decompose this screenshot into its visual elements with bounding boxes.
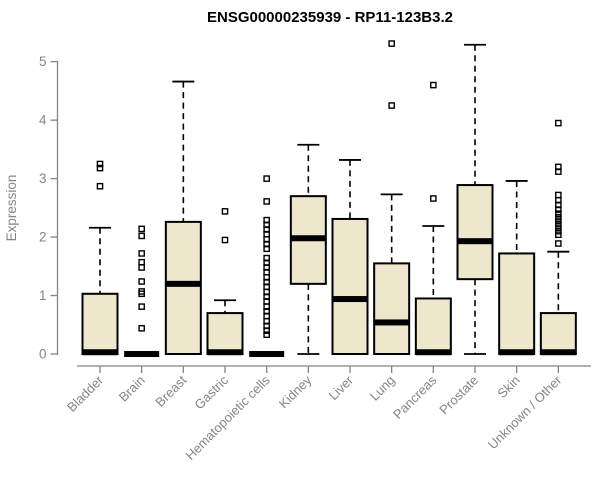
box [539, 312, 577, 356]
outlier-point [138, 324, 145, 332]
box [498, 252, 536, 356]
outlier-point [96, 182, 104, 190]
boxplot-bladder [81, 160, 119, 356]
median-line [415, 349, 451, 356]
x-tick-label: Gastric [191, 372, 231, 412]
box [164, 220, 202, 355]
outlier-point [263, 198, 270, 205]
x-tick-label: Lung [367, 373, 398, 404]
outlier-point [555, 220, 562, 228]
y-axis: 0 1 2 3 4 5 [39, 54, 59, 362]
x-tick-label: Breast [152, 372, 189, 409]
outlier-point [138, 303, 145, 310]
box [206, 312, 244, 356]
outlier-point [138, 278, 145, 285]
outlier-point [138, 290, 145, 298]
outlier-point [388, 102, 395, 109]
boxplot-prostate [456, 43, 494, 355]
boxplot-unknown-other [539, 119, 577, 356]
outlier-point [555, 224, 562, 232]
outlier-point [555, 231, 562, 239]
outlier-point [221, 208, 229, 215]
boxplot-breast [164, 80, 202, 355]
median-line [457, 238, 493, 245]
x-tick-label: Unknown / Other [485, 372, 565, 452]
outlier-point [555, 206, 562, 213]
y-tick-label: 1 [39, 288, 47, 303]
outlier-point [96, 164, 104, 172]
outlier-point [138, 258, 145, 266]
y-tick-label: 5 [39, 54, 47, 69]
median-line [499, 349, 535, 356]
box [414, 297, 452, 356]
boxplot-hematopoietic-cells [249, 175, 285, 357]
outlier-point [555, 168, 562, 175]
outlier-point [138, 264, 145, 271]
outlier-point [221, 236, 229, 244]
box [456, 184, 494, 281]
x-tick-label: Kidney [276, 372, 315, 411]
outlier-point [263, 331, 270, 339]
median-line [165, 280, 201, 287]
x-tick-label: Prostate [436, 373, 481, 418]
boxplot-brain [124, 225, 160, 357]
x-tick-label: Brain [116, 373, 148, 405]
median-line [207, 349, 243, 356]
outlier-point [430, 195, 437, 202]
median-line [124, 351, 160, 357]
outlier-point [555, 227, 562, 235]
outlier-point [263, 245, 270, 253]
y-tick-label: 3 [39, 171, 47, 186]
x-tick-label: Pancreas [390, 372, 440, 422]
boxplot-skin [498, 180, 536, 356]
outlier-point [263, 175, 270, 182]
outlier-point [555, 210, 562, 217]
outlier-point [430, 81, 437, 89]
y-tick-label: 4 [39, 113, 47, 128]
median-line [374, 319, 410, 326]
median-line [332, 296, 368, 303]
x-tick-label: Skin [494, 373, 522, 401]
outlier-point [555, 191, 562, 199]
box [81, 292, 119, 355]
chart-title: ENSG00000235939 - RP11-123B3.2 [207, 9, 453, 26]
outlier-point [96, 160, 104, 168]
outlier-point [138, 250, 145, 257]
box [373, 262, 411, 355]
outlier-point [555, 217, 562, 225]
outlier-point [388, 40, 395, 47]
outlier-point [138, 225, 145, 233]
outlier-point [555, 213, 562, 221]
boxplot-lung [373, 40, 411, 355]
boxplot-kidney [289, 143, 327, 355]
outlier-point [555, 119, 562, 127]
boxplot-gastric [206, 208, 244, 356]
median-line [249, 351, 285, 357]
outlier-point [138, 232, 145, 240]
median-line [540, 349, 576, 356]
x-tick-label: Bladder [64, 372, 107, 415]
y-tick-label: 0 [39, 347, 47, 362]
median-line [82, 349, 118, 356]
box [331, 217, 369, 355]
y-tick-label: 2 [39, 230, 47, 245]
x-tick-label: Liver [326, 372, 357, 403]
y-axis-title: Expression [4, 175, 19, 242]
boxplot-pancreas [414, 81, 452, 356]
outlier-point [555, 240, 562, 247]
boxplot-liver [331, 159, 369, 355]
outlier-point [263, 327, 270, 334]
median-line [290, 235, 326, 242]
